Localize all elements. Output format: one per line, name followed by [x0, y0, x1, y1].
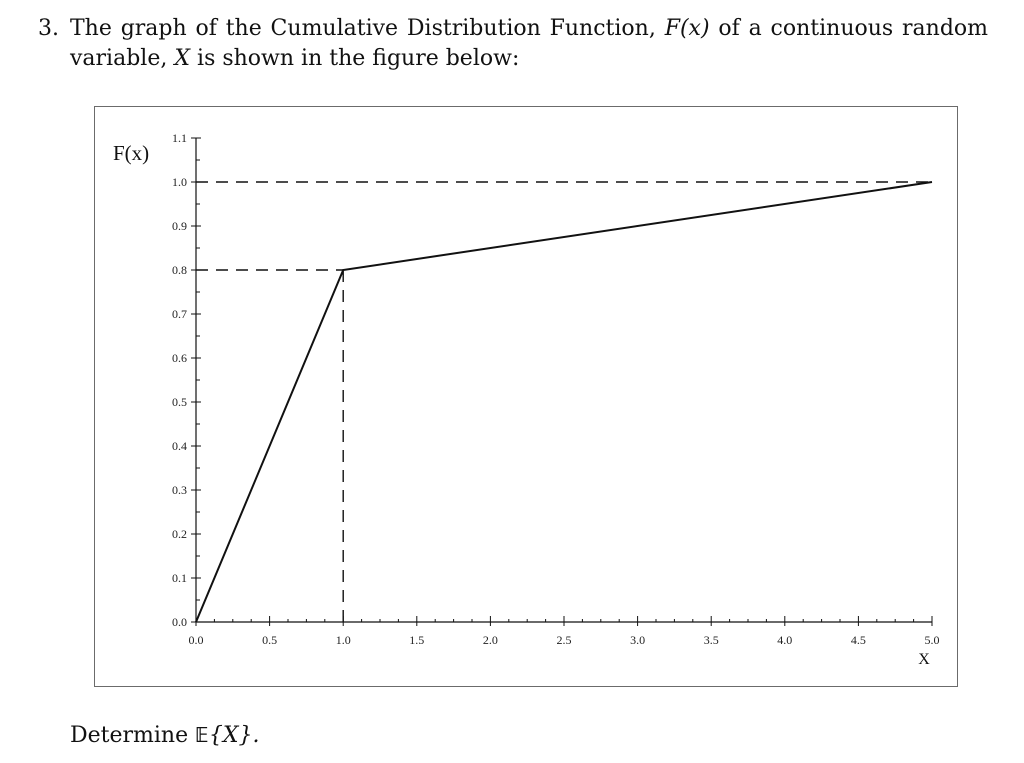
y-tick-label: 0.8: [172, 263, 187, 277]
y-tick-label: 1.0: [172, 175, 187, 189]
y-tick-label: 1.1: [172, 131, 187, 145]
question: Determine 𝔼{X}.: [70, 720, 260, 751]
y-tick-label: 0.9: [172, 219, 187, 233]
y-tick-label: 0.0: [172, 615, 187, 629]
x-tick-label: 1.5: [409, 633, 424, 647]
y-tick-label: 0.5: [172, 395, 187, 409]
x-axis-label: X: [918, 651, 930, 668]
x-tick-label: 2.5: [557, 633, 572, 647]
cdf-line: [195, 181, 933, 623]
problem-line-1: The graph of the Cumulative Distribution…: [70, 14, 988, 44]
problem-number: 3.: [38, 16, 59, 41]
question-prefix: Determine: [70, 723, 189, 748]
guide-lines: [196, 181, 932, 622]
y-tick-label: 0.6: [172, 351, 187, 365]
problem-text: The graph of the Cumulative Distribution…: [70, 16, 656, 41]
problem-line-2: variable, X is shown in the figure below…: [70, 44, 519, 74]
y-tick-label: 0.3: [172, 483, 187, 497]
y-tick-label: 0.7: [172, 307, 187, 321]
ticks: 0.0 0.1 0.2 0.3 0.4 0.5 0.6 0.7 0.8 0.9 1.0 1.1 0.0 0…: [172, 131, 940, 647]
problem-text: variable,: [70, 46, 168, 71]
x-tick-label: 2.0: [483, 633, 498, 647]
x-tick-label: 3.0: [630, 633, 645, 647]
series: [195, 181, 933, 623]
x-tick-label: 5.0: [925, 633, 940, 647]
y-tick-label: 0.2: [172, 527, 187, 541]
cdf-symbol: F(x): [664, 16, 710, 41]
expectation-argument: {X}.: [208, 723, 260, 748]
x-tick-label: 4.0: [777, 633, 792, 647]
variable-symbol: X: [174, 46, 191, 71]
y-tick-label: 0.4: [172, 439, 187, 453]
x-tick-label: 4.5: [851, 633, 866, 647]
cdf-chart: 0.0 0.1 0.2 0.3 0.4 0.5 0.6 0.7 0.8 0.9 1.0 1.1 0.0 0…: [113, 131, 940, 668]
cdf-figure: 0.0 0.1 0.2 0.3 0.4 0.5 0.6 0.7 0.8 0.9 1.0 1.1 0.0 0…: [94, 106, 958, 687]
axes: [195, 138, 932, 623]
problem-text: is shown in the figure below:: [197, 46, 520, 71]
y-tick-label: 0.1: [172, 571, 187, 585]
x-tick-label: 0.0: [189, 633, 204, 647]
expectation-operator: 𝔼: [195, 723, 209, 747]
y-axis-label: F(x): [113, 141, 149, 165]
x-tick-label: 3.5: [704, 633, 719, 647]
problem-text: of a continuous random: [718, 16, 989, 41]
x-tick-label: 1.0: [336, 633, 351, 647]
x-tick-label: 0.5: [262, 633, 277, 647]
